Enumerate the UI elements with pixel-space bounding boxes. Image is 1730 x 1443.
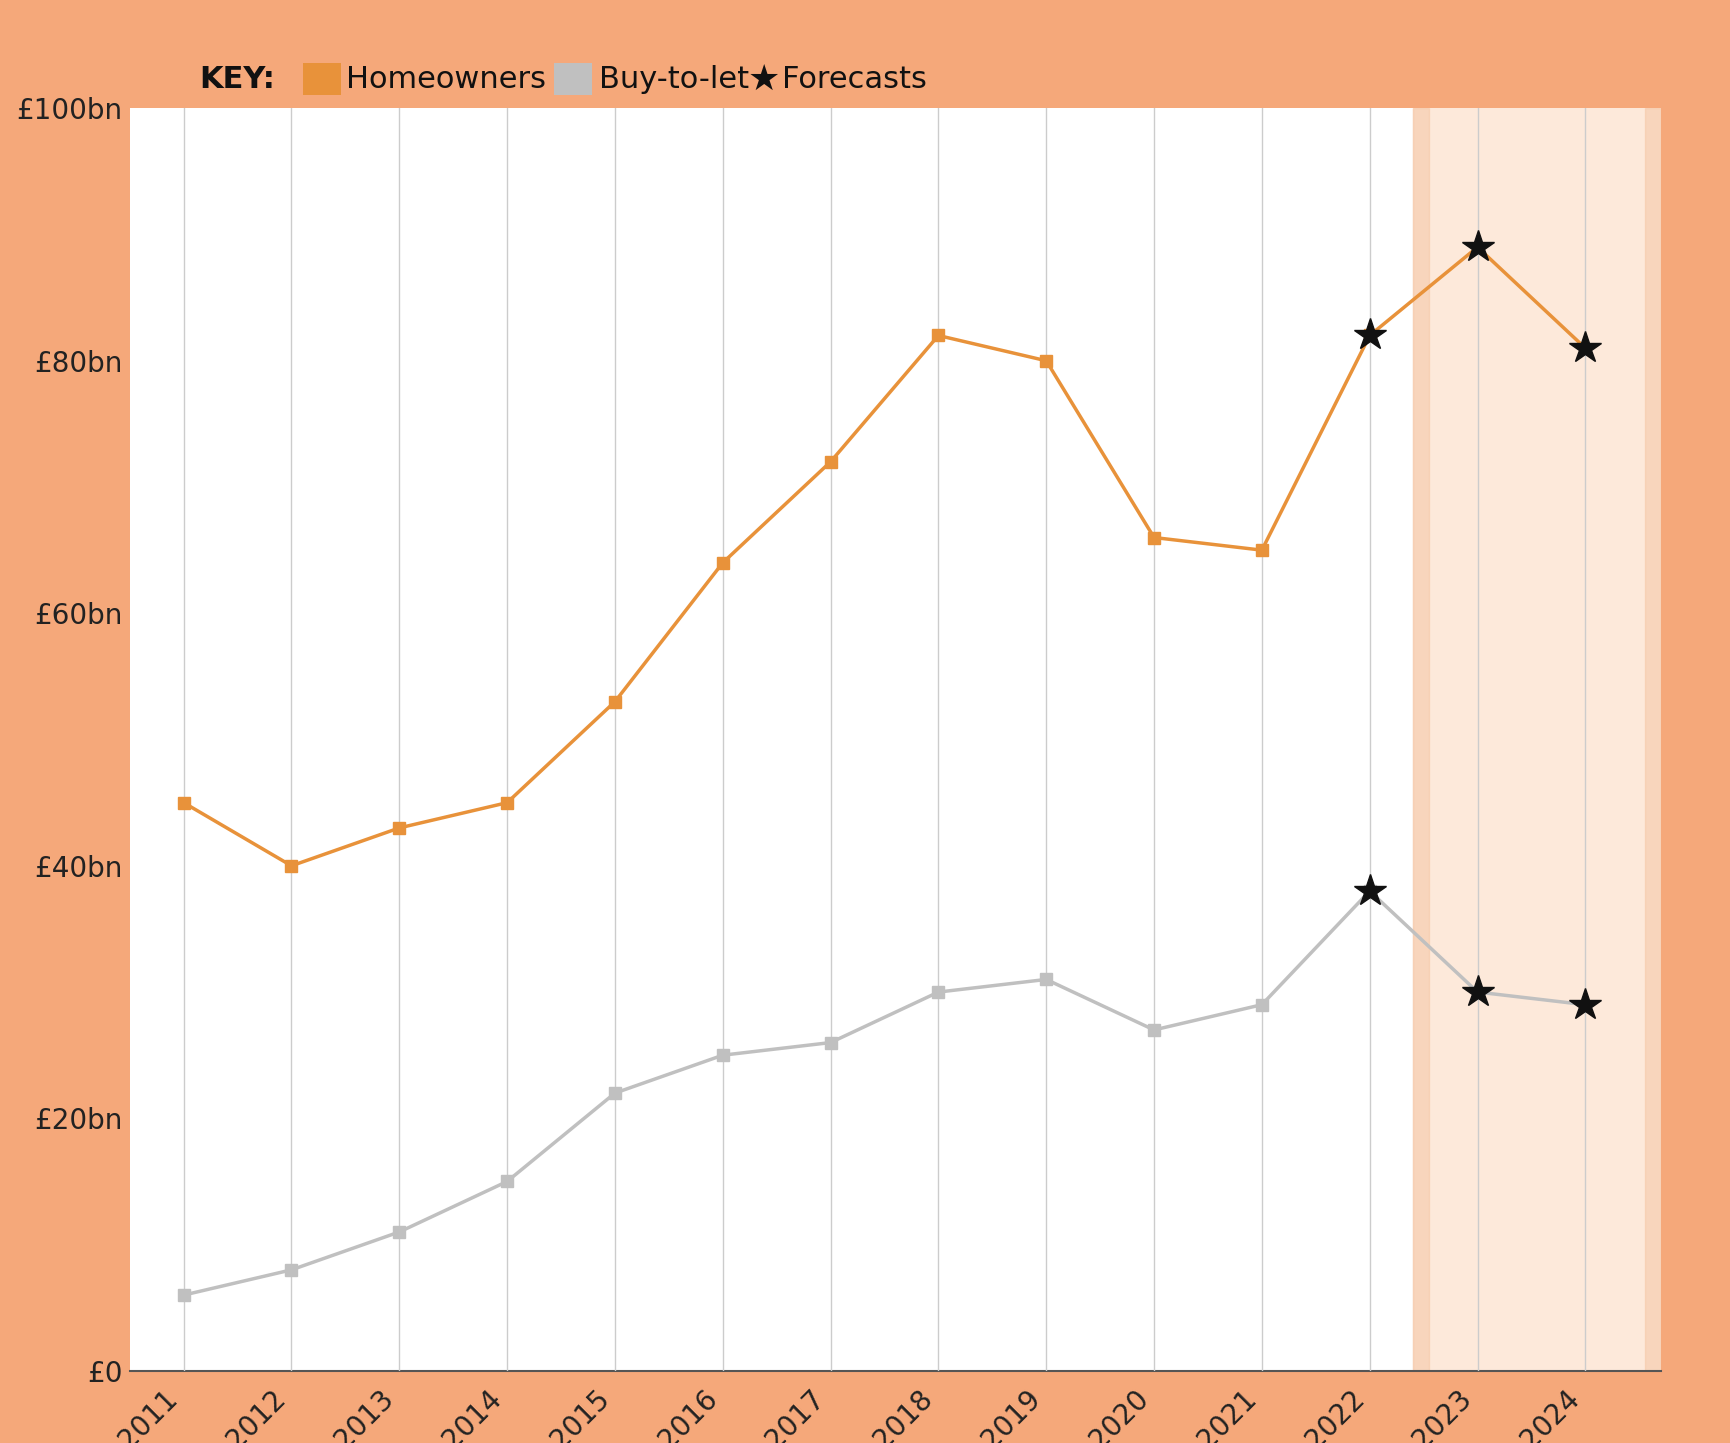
Text: Homeowners: Homeowners — [346, 65, 547, 94]
Text: Buy-to-let: Buy-to-let — [599, 65, 749, 94]
Text: Forecasts: Forecasts — [782, 65, 927, 94]
Text: KEY:: KEY: — [199, 65, 275, 94]
Text: ★: ★ — [747, 62, 780, 97]
Bar — [1645, 108, 1661, 1371]
Bar — [1413, 108, 1661, 1371]
Bar — [1413, 108, 1429, 1371]
